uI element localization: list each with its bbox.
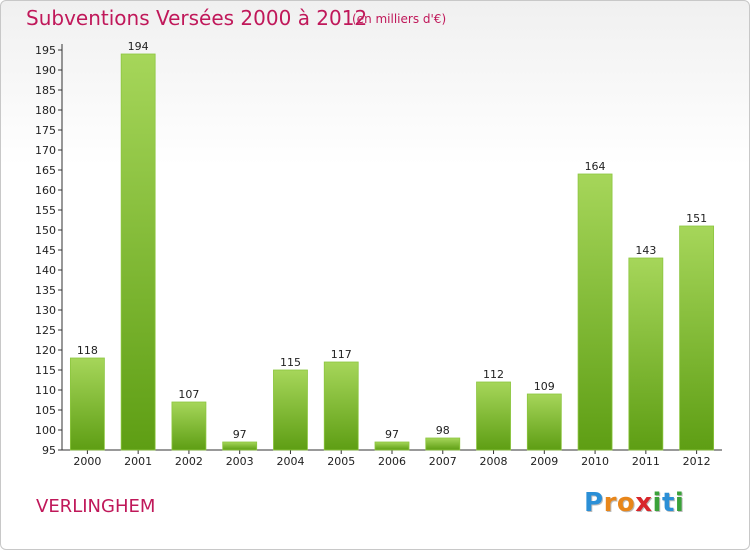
data-label: 98 <box>436 424 450 437</box>
bar <box>425 437 461 451</box>
data-label: 115 <box>280 356 301 369</box>
logo-letter: r <box>603 488 617 518</box>
bar-layer <box>69 53 715 451</box>
y-tick-label: 125 <box>35 324 56 337</box>
bar <box>374 441 410 451</box>
logo-letter: i <box>674 488 685 518</box>
x-tick-label: 2007 <box>429 455 457 468</box>
x-tick-label: 2000 <box>73 455 101 468</box>
logo-letter: t <box>661 488 675 518</box>
bar <box>222 441 258 451</box>
y-tick-label: 150 <box>35 224 56 237</box>
y-tick-label: 110 <box>35 384 56 397</box>
bar <box>323 361 359 451</box>
data-label: 97 <box>385 428 399 441</box>
data-label: 97 <box>233 428 247 441</box>
commune-name: VERLINGHEM <box>36 496 156 517</box>
label-layer: 118 194 107 97 115 117 97 98 112 109 164 143 151 <box>77 40 707 441</box>
y-tick-label: 135 <box>35 284 56 297</box>
bar <box>679 225 715 451</box>
x-tick-label: 2004 <box>276 455 304 468</box>
logo-letter: P <box>584 488 604 518</box>
data-label: 118 <box>77 344 98 357</box>
y-tick-label: 140 <box>35 264 56 277</box>
y-tick-label: 185 <box>35 84 56 97</box>
y-tick-label: 120 <box>35 344 56 357</box>
bar <box>69 357 105 451</box>
y-tick-label: 115 <box>35 364 56 377</box>
data-label: 194 <box>128 40 149 53</box>
data-label: 143 <box>635 244 656 257</box>
y-tick-label: 100 <box>35 424 56 437</box>
bar <box>273 369 308 451</box>
y-tick-label: 155 <box>35 204 56 217</box>
bar <box>526 393 562 451</box>
bar <box>120 53 156 451</box>
data-label: 109 <box>534 380 555 393</box>
chart-subtitle: (en milliers d'€) <box>352 12 447 26</box>
x-tick-label: 2001 <box>124 455 152 468</box>
x-tick-label: 2011 <box>632 455 660 468</box>
data-label: 117 <box>331 348 352 361</box>
y-tick-label: 145 <box>35 244 56 257</box>
y-tick-label: 180 <box>35 104 56 117</box>
y-tick-label: 105 <box>35 404 56 417</box>
data-label: 112 <box>483 368 504 381</box>
bar <box>628 257 664 451</box>
data-label: 164 <box>585 160 606 173</box>
logo-letter: i <box>652 488 662 518</box>
data-label: 151 <box>686 212 707 225</box>
y-tick-label: 170 <box>35 144 56 157</box>
logo-letter: x <box>635 488 653 518</box>
chart-title: Subventions Versées 2000 à 2012 <box>26 6 368 30</box>
x-tick-label: 2005 <box>327 455 355 468</box>
bar <box>577 173 613 451</box>
y-tick-label: 160 <box>35 184 56 197</box>
x-tick-label: 2002 <box>175 455 203 468</box>
y-tick-label: 165 <box>35 164 56 177</box>
x-tick-label: 2008 <box>480 455 508 468</box>
y-tick-label: 195 <box>35 44 56 57</box>
x-tick-label: 2010 <box>581 455 609 468</box>
x-tick-label: 2006 <box>378 455 406 468</box>
proxiti-logo: Proxiti <box>584 488 684 518</box>
bar <box>171 401 207 451</box>
data-label: 107 <box>178 388 199 401</box>
y-tick-label: 130 <box>35 304 56 317</box>
x-tick-label: 2012 <box>683 455 711 468</box>
y-tick-label: 190 <box>35 64 56 77</box>
bar <box>476 381 511 451</box>
x-tick-label: 2003 <box>226 455 254 468</box>
y-tick-label: 95 <box>42 444 56 457</box>
x-tick-label: 2009 <box>530 455 558 468</box>
logo-letter: o <box>616 488 636 518</box>
y-tick-label: 175 <box>35 124 56 137</box>
